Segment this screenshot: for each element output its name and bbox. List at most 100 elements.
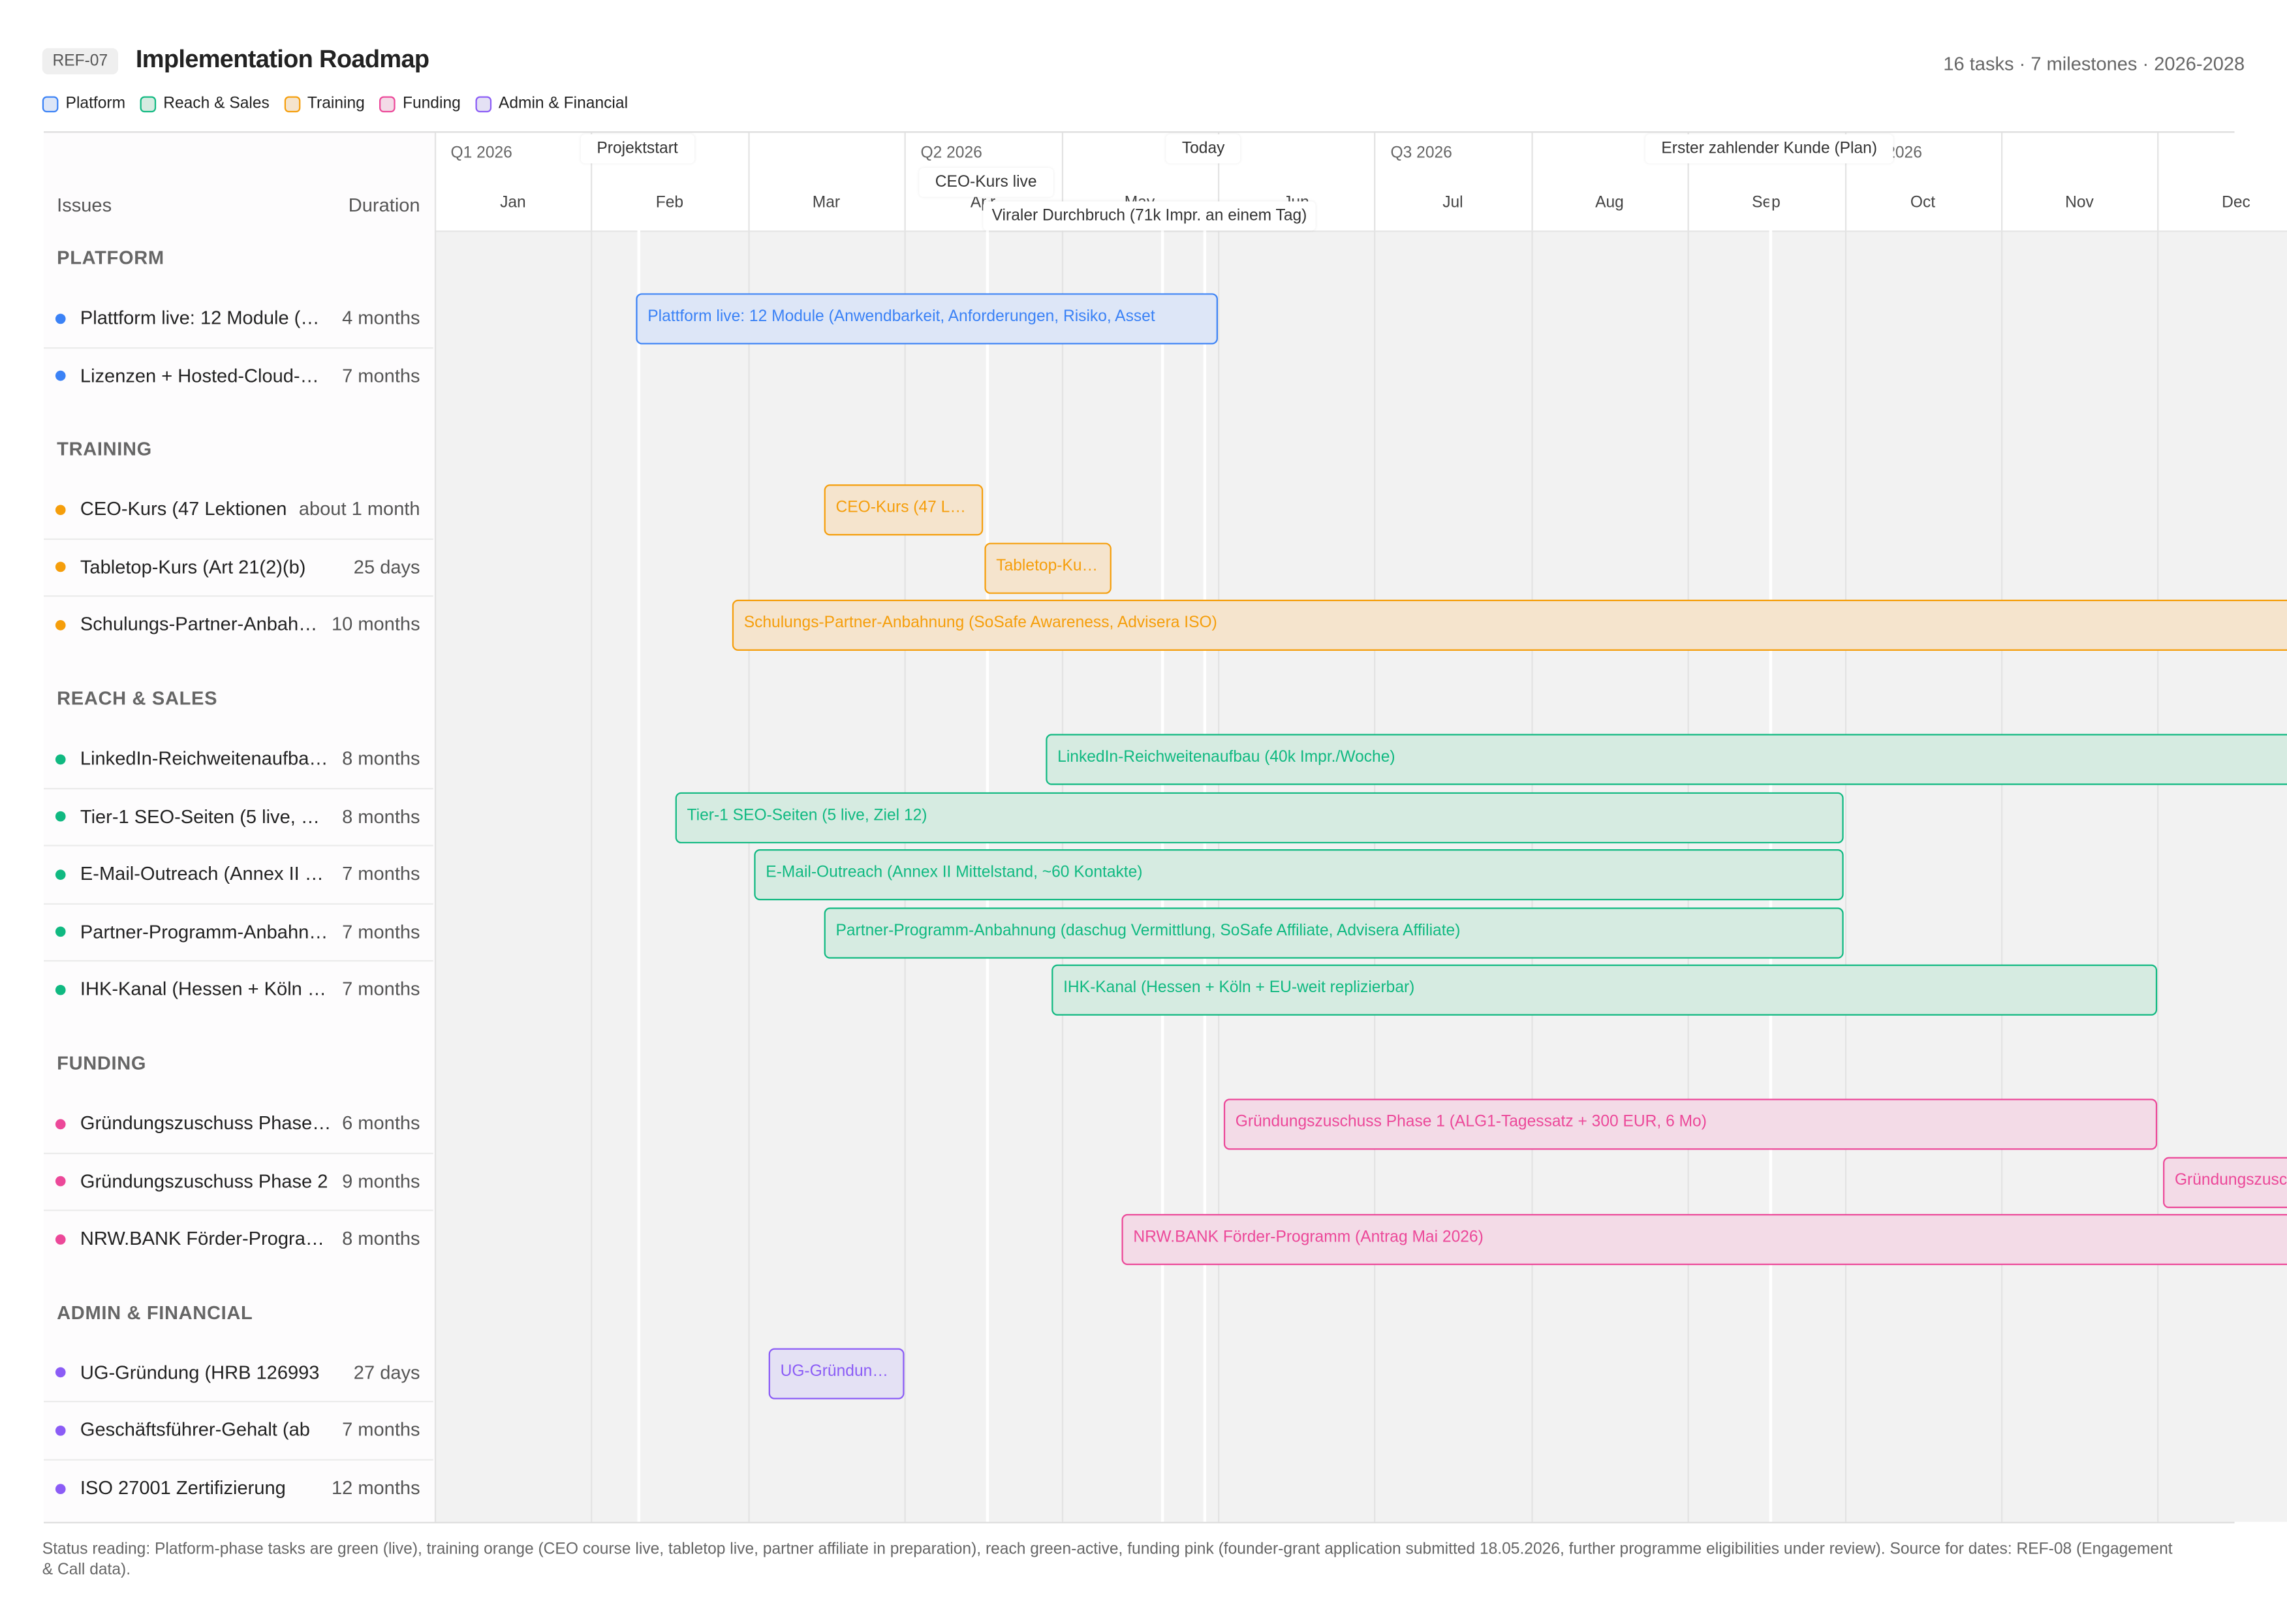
task-bar: UG-Gründung (HRB 126993 bbox=[768, 1348, 905, 1399]
month-line bbox=[1844, 133, 1846, 1522]
task-dot bbox=[55, 1367, 66, 1378]
legend-label: Training bbox=[307, 95, 365, 113]
milestone-label: Viraler Durchbruch (71k Impr. an einem T… bbox=[983, 201, 1316, 231]
top-border bbox=[44, 131, 2235, 133]
task-bar-label: NRW.BANK Förder-Programm (Antrag Mai 202… bbox=[1133, 1228, 1484, 1247]
task-dot bbox=[55, 869, 66, 880]
task-bar-label: Gründungszuschuss Phase 2 bbox=[2174, 1171, 2287, 1189]
task-bar-label: Gründungszuschuss Phase 1 (ALG1-Tagessat… bbox=[1235, 1113, 1707, 1131]
task-bar: NRW.BANK Förder-Programm (Antrag Mai 202… bbox=[1121, 1214, 2287, 1266]
task-bar-label: Schulungs-Partner-Anbahnung (SoSafe Awar… bbox=[743, 614, 1217, 632]
task-bar-label: Tier-1 SEO-Seiten (5 live, Ziel 12) bbox=[687, 806, 927, 824]
row-divider bbox=[44, 1210, 433, 1211]
duration-header: Duration bbox=[348, 194, 420, 216]
task-duration: 6 months bbox=[342, 1112, 420, 1134]
task-name: Partner-Programm-Anbahnung (daschug Verm… bbox=[80, 920, 332, 943]
row-divider bbox=[44, 595, 433, 598]
task-name: NRW.BANK Förder-Programm (Antrag Mai 202… bbox=[80, 1227, 332, 1249]
legend-label: Funding bbox=[402, 95, 461, 113]
month-line bbox=[2001, 133, 2003, 1522]
meta: 16 tasks · 7 milestones · 2026-2028 bbox=[1943, 52, 2245, 75]
task-name: Gründungszuschuss Phase 1 (ALG1-Tagessat… bbox=[80, 1112, 331, 1134]
group-label: ADMIN & FINANCIAL bbox=[57, 1301, 253, 1324]
quarter-label: Q2 2026 bbox=[920, 144, 982, 163]
ref-badge: REF-07 bbox=[42, 48, 118, 75]
task-bar: Schulungs-Partner-Anbahnung (SoSafe Awar… bbox=[732, 600, 2287, 651]
issues-header: Issues bbox=[57, 194, 112, 216]
task-duration: 10 months bbox=[331, 613, 420, 636]
task-dot bbox=[55, 371, 66, 381]
milestone-label: CEO-Kurs live bbox=[919, 168, 1053, 197]
task-name: ISO 27001 Zertifizierung bbox=[80, 1476, 286, 1499]
task-dot bbox=[55, 1118, 66, 1129]
task-name: Tier-1 SEO-Seiten (5 live, Ziel 12) bbox=[80, 805, 332, 827]
task-dot bbox=[55, 1425, 66, 1436]
task-dot bbox=[55, 1483, 66, 1493]
row-divider bbox=[44, 960, 433, 963]
task-dot bbox=[55, 1176, 66, 1187]
task-duration: 8 months bbox=[342, 1227, 420, 1249]
row-divider bbox=[44, 1152, 433, 1154]
task-duration: 27 days bbox=[353, 1361, 420, 1383]
task-bar: Gründungszuschuss Phase 2 bbox=[2163, 1156, 2287, 1208]
task-dot bbox=[55, 753, 66, 764]
task-name: Geschäftsführer-Gehalt (ab bbox=[80, 1418, 310, 1441]
month-label: Nov bbox=[2065, 194, 2094, 212]
milestone-label: Projektstart bbox=[580, 134, 694, 164]
group-label: TRAINING bbox=[57, 438, 152, 460]
task-duration: about 1 month bbox=[298, 497, 420, 520]
month-label: Sep bbox=[1752, 194, 1781, 212]
task-bar: Tier-1 SEO-Seiten (5 live, Ziel 12) bbox=[675, 791, 1844, 843]
legend-swatch bbox=[379, 95, 396, 112]
task-dot bbox=[55, 619, 66, 631]
task-bar-label: E-Mail-Outreach (Annex II Mittelstand, ~… bbox=[766, 864, 1143, 882]
task-name: Gründungszuschuss Phase 2 bbox=[80, 1169, 328, 1192]
month-line bbox=[434, 133, 437, 1522]
task-duration: 7 months bbox=[342, 862, 420, 885]
task-name: Plattform live: 12 Module (Anwendbarkeit… bbox=[80, 306, 331, 328]
month-line bbox=[2157, 133, 2160, 1522]
task-duration: 7 months bbox=[342, 920, 420, 943]
legend-label: Admin & Financial bbox=[498, 95, 629, 113]
task-bar: LinkedIn-Reichweitenaufbau (40k Impr./Wo… bbox=[1046, 734, 2287, 785]
legend-label: Reach & Sales bbox=[163, 95, 270, 113]
task-duration: 7 months bbox=[342, 978, 420, 1001]
task-bar: Partner-Programm-Anbahnung (daschug Verm… bbox=[824, 907, 1844, 959]
month-line bbox=[591, 133, 593, 1522]
legend-swatch bbox=[140, 95, 157, 112]
legend-swatch bbox=[42, 95, 59, 112]
task-dot bbox=[55, 313, 66, 324]
task-name: CEO-Kurs (47 Lektionen bbox=[80, 497, 287, 520]
legend-label: Platform bbox=[65, 95, 126, 113]
task-name: Lizenzen + Hosted-Cloud-Betrieb bbox=[80, 364, 331, 386]
month-label: Aug bbox=[1595, 194, 1624, 212]
milestone-line bbox=[637, 163, 640, 1522]
task-bar: CEO-Kurs (47 Lektionen bbox=[824, 484, 984, 536]
task-name: Schulungs-Partner-Anbahnung (SoSafe Awar… bbox=[80, 613, 320, 636]
task-name: UG-Gründung (HRB 126993 bbox=[80, 1361, 320, 1383]
task-duration: 4 months bbox=[342, 306, 420, 328]
timeline-header bbox=[434, 133, 2287, 232]
task-name: IHK-Kanal (Hessen + Köln + EU-weit repli… bbox=[80, 978, 331, 1001]
legend-item: Platform bbox=[42, 95, 125, 112]
legend-swatch bbox=[475, 95, 491, 112]
bottom-border bbox=[44, 1522, 2235, 1523]
row-divider bbox=[44, 787, 433, 789]
month-label: Jan bbox=[500, 194, 526, 212]
task-bar-label: Partner-Programm-Anbahnung (daschug Verm… bbox=[835, 922, 1461, 940]
month-label: Feb bbox=[655, 194, 684, 212]
task-dot bbox=[55, 984, 66, 995]
task-duration: 7 months bbox=[342, 1418, 420, 1441]
task-duration: 8 months bbox=[342, 805, 420, 827]
task-dot bbox=[55, 1234, 66, 1245]
task-duration: 9 months bbox=[342, 1169, 420, 1192]
milestone-label: Erster zahlender Kunde (Plan) bbox=[1645, 134, 1893, 164]
task-dot bbox=[55, 562, 66, 572]
row-divider bbox=[44, 1401, 433, 1403]
task-bar-label: Plattform live: 12 Module (Anwendbarkeit… bbox=[647, 307, 1155, 326]
task-duration: 7 months bbox=[342, 364, 420, 386]
task-duration: 12 months bbox=[331, 1476, 420, 1499]
group-label: FUNDING bbox=[57, 1052, 147, 1074]
task-dot bbox=[55, 927, 66, 937]
